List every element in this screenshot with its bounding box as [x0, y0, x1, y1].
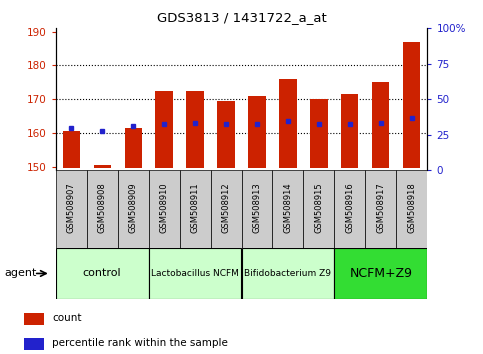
Bar [372, 82, 389, 168]
Text: GSM508914: GSM508914 [284, 182, 293, 233]
Bar [311, 99, 327, 168]
Bar [180, 170, 211, 248]
Bar [149, 170, 180, 248]
Bar [242, 170, 272, 248]
Text: Lactobacillus NCFM: Lactobacillus NCFM [151, 269, 239, 278]
Bar [217, 101, 235, 168]
Text: GDS3813 / 1431722_a_at: GDS3813 / 1431722_a_at [156, 11, 327, 24]
Text: GSM508910: GSM508910 [159, 182, 169, 233]
Text: GSM508912: GSM508912 [222, 182, 230, 233]
Bar [94, 165, 111, 168]
Text: agent: agent [5, 268, 37, 279]
Bar [62, 131, 80, 168]
Bar [341, 94, 358, 168]
Bar [403, 42, 421, 168]
Bar [211, 170, 242, 248]
Text: GSM508913: GSM508913 [253, 182, 261, 233]
Bar [125, 128, 142, 168]
Text: GSM508916: GSM508916 [345, 182, 355, 233]
Bar [242, 248, 334, 299]
Bar [303, 170, 334, 248]
Text: GSM508918: GSM508918 [408, 182, 416, 233]
Bar [248, 96, 266, 168]
Bar [280, 79, 297, 168]
Bar [117, 170, 149, 248]
Text: GSM508908: GSM508908 [98, 182, 107, 233]
Bar [86, 170, 117, 248]
Bar [149, 248, 242, 299]
Text: percentile rank within the sample: percentile rank within the sample [53, 338, 228, 348]
Bar [397, 170, 427, 248]
Bar [334, 248, 427, 299]
Text: GSM508911: GSM508911 [190, 182, 199, 233]
Bar [272, 170, 303, 248]
Text: GSM508907: GSM508907 [67, 182, 75, 233]
Text: GSM508909: GSM508909 [128, 182, 138, 233]
Bar [24, 338, 44, 350]
Bar [186, 91, 203, 168]
Text: GSM508915: GSM508915 [314, 182, 324, 233]
Text: control: control [83, 268, 121, 279]
Text: GSM508917: GSM508917 [376, 182, 385, 233]
Bar [24, 313, 44, 325]
Text: NCFM+Z9: NCFM+Z9 [350, 267, 412, 280]
Bar [56, 248, 149, 299]
Text: count: count [53, 313, 82, 323]
Text: Bifidobacterium Z9: Bifidobacterium Z9 [244, 269, 331, 278]
Bar [56, 170, 86, 248]
Bar [366, 170, 397, 248]
Bar [334, 170, 366, 248]
Bar [156, 91, 172, 168]
